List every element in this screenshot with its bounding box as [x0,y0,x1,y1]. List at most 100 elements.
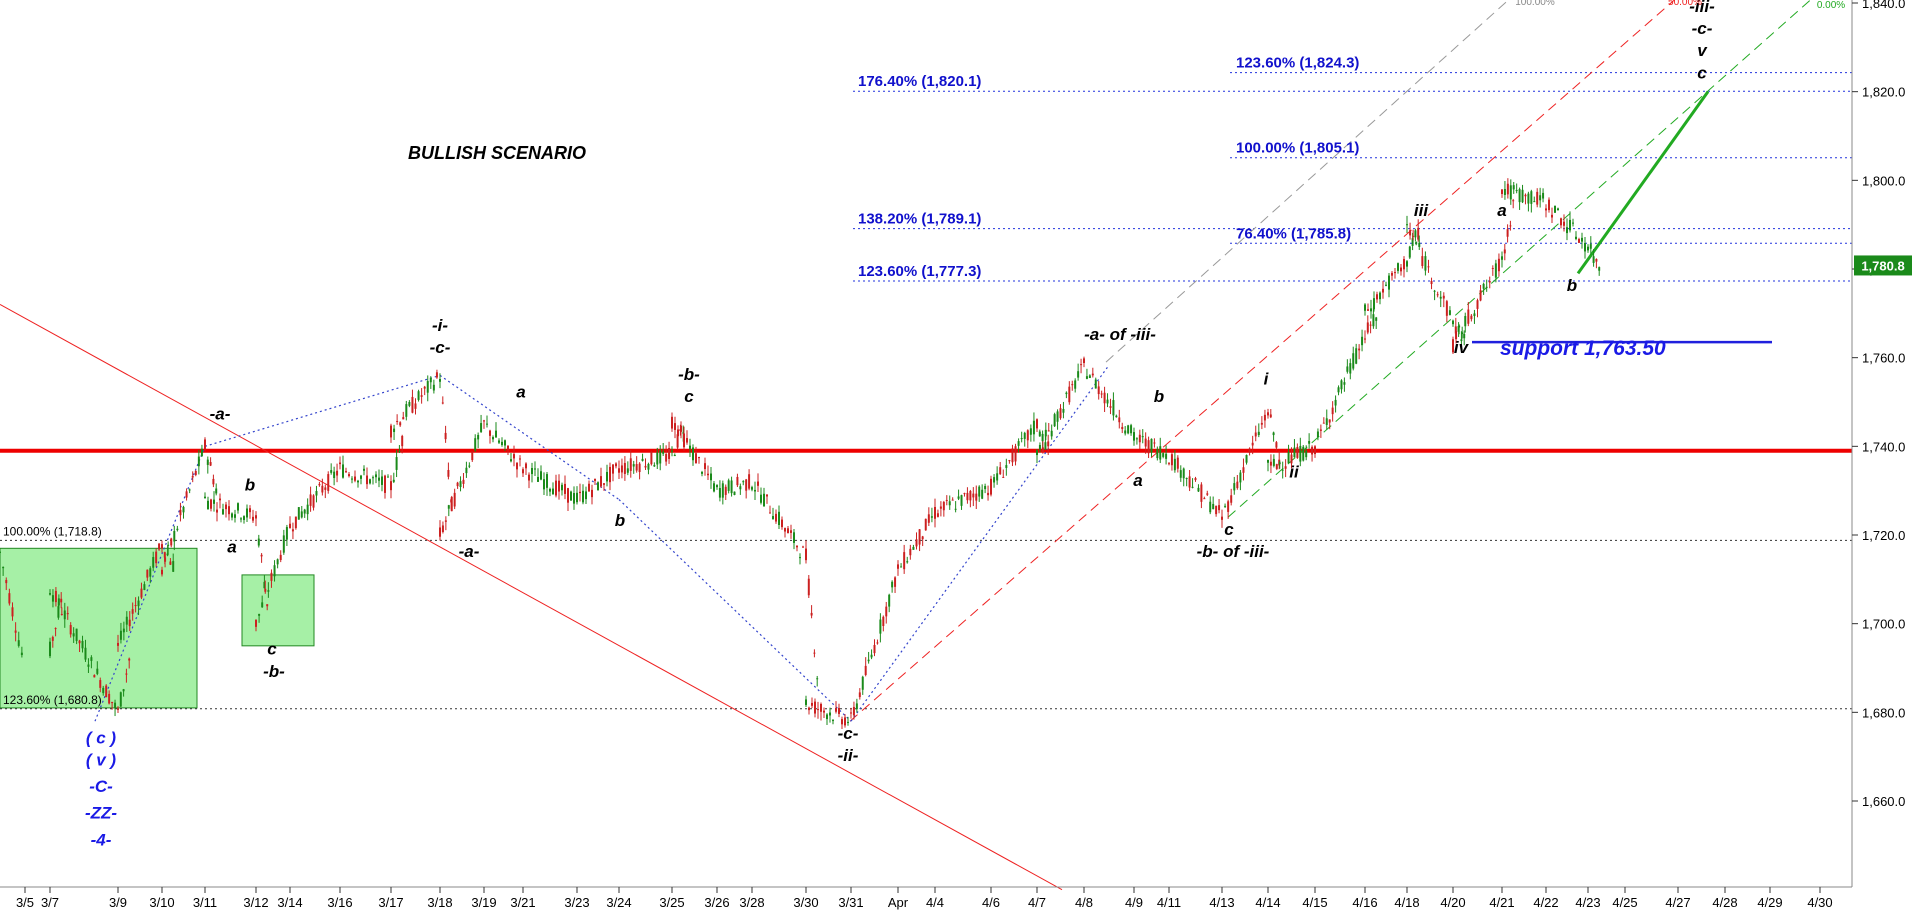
downtrend-line [0,304,1063,891]
candle-body [1032,420,1035,435]
candle-body [724,486,727,495]
candle-body [1026,430,1029,441]
candle-body [170,538,173,546]
candle-body [348,474,350,477]
wave-label: -iii- [1689,0,1715,16]
candle-body [1130,425,1133,434]
candle-body [399,422,402,426]
candle-body [300,511,303,518]
candle-body [829,712,831,716]
candle-body [555,480,557,496]
candle-body [1430,280,1433,285]
candle-body [161,569,163,575]
candle-body [477,434,480,440]
candle-body [1539,195,1542,201]
wave-label: -c- [1692,19,1713,38]
candle-body [507,445,509,450]
candle-body [641,458,644,461]
candle-body [567,488,569,503]
candle-body [0,551,1,553]
candle-body [96,668,99,674]
candle-body [1002,476,1005,478]
x-tick-label: 4/11 [1157,895,1181,910]
candle-body [237,503,239,511]
candle-body [1162,453,1165,457]
candle-body [960,495,963,506]
x-tick-label: 4/6 [982,895,1000,910]
candle-body [1062,408,1065,413]
candle-body [105,685,108,698]
candle-body [1501,189,1503,195]
candle-body [1074,380,1077,389]
candle-body [912,546,915,550]
candle-body [1414,230,1417,238]
candle-body [465,467,468,474]
candle-body [384,475,386,493]
candle-body [249,508,251,513]
x-tick-label: 4/25 [1612,895,1637,910]
candle-body [1512,200,1515,202]
candle-body [90,657,93,661]
candle-body [659,450,662,464]
candle-body [17,640,20,646]
candle-body [832,720,834,722]
candle-body [802,546,804,548]
candle-body [444,520,447,522]
candle-body [1036,419,1038,429]
candle-body [778,511,780,526]
candle-body [1269,461,1272,466]
candle-body [1373,298,1375,310]
wave-label: -a- of -iii- [1084,325,1156,344]
candle-body [807,578,810,596]
candle-body [179,509,182,516]
candle-body [1488,281,1491,283]
candle-body [978,486,981,497]
candle-body [879,619,882,634]
candle-body [51,637,54,641]
candle-body [1506,229,1509,237]
candle-body [1275,464,1278,469]
candle-body [474,438,477,451]
candle-body [629,458,632,471]
candle-body [954,508,957,510]
candle-body [1194,478,1197,481]
candle-body [1014,446,1017,462]
candle-body [996,473,999,481]
candle-body [1337,387,1340,393]
candle-body [1121,426,1124,430]
candle-body [609,466,611,483]
candle-body [327,474,330,491]
x-tick-label: 3/9 [109,895,127,910]
wave-label: a [227,538,236,557]
candle-body [378,477,380,481]
candle-body [176,528,179,531]
candle-body [417,391,420,400]
candle-body [850,712,852,714]
candle-body [1545,208,1547,211]
x-tick-label: 3/30 [793,895,818,910]
wave-connector [439,374,620,501]
candle-body [1053,414,1056,427]
candle-body [2,567,5,569]
candle-body [1138,434,1141,443]
candle-body [225,504,227,510]
candle-body [1173,458,1176,471]
fib-level-label: 176.40% (1,820.1) [858,73,981,90]
x-tick-label: 4/9 [1125,895,1143,910]
candle-body [486,423,488,425]
candle-body [1156,449,1159,459]
candle-body [934,506,936,519]
candle-body [1170,454,1173,466]
x-tick-label: 4/4 [926,895,944,910]
candle-body [1245,455,1248,463]
candle-body [125,616,128,625]
candle-body [297,507,300,520]
candle-body [1118,417,1121,423]
candle-body [1361,336,1364,346]
candle-body [1153,442,1156,444]
candle-body [591,489,593,498]
candle-body [650,451,653,465]
candle-body [1331,407,1334,415]
wave-label: b [245,476,255,495]
candle-body [282,535,285,553]
